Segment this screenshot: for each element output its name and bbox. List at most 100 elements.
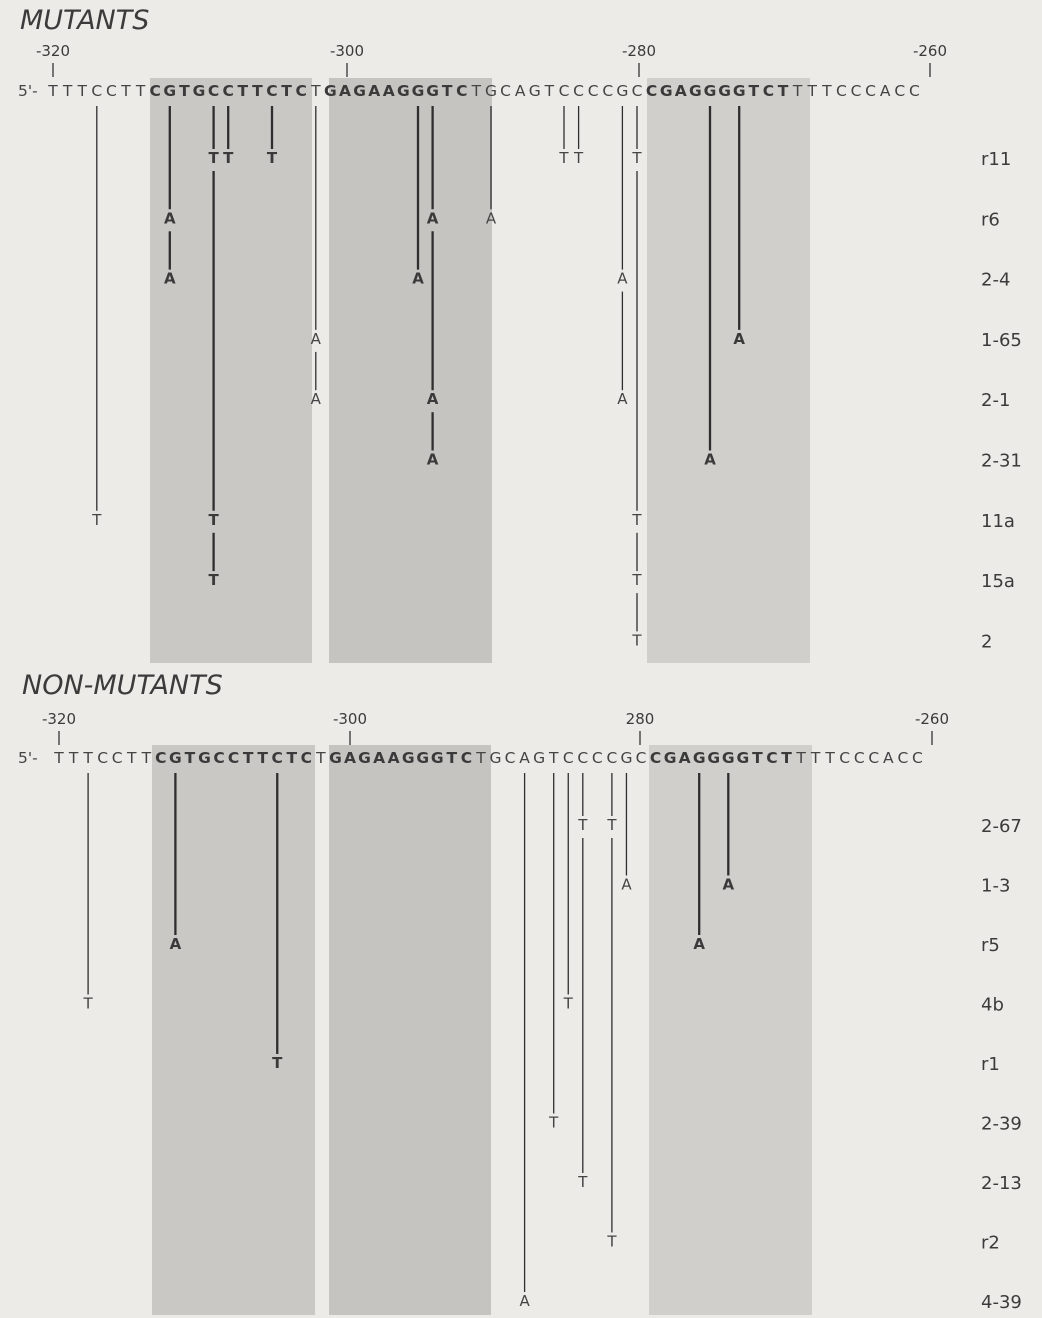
sequence-base: A bbox=[373, 749, 385, 767]
sequence-base: T bbox=[287, 749, 298, 767]
sequence-base: G bbox=[704, 82, 717, 100]
sequence-base: G bbox=[358, 749, 371, 767]
substitution-base: A bbox=[617, 270, 628, 288]
sequence-base: T bbox=[752, 749, 763, 767]
sequence-base: C bbox=[766, 749, 777, 767]
sequence-base: C bbox=[106, 82, 117, 100]
sequence-base: G bbox=[489, 749, 501, 767]
mutants-region-1 bbox=[150, 78, 312, 663]
substitution-base: T bbox=[208, 511, 219, 529]
row-label: r11 bbox=[981, 149, 1011, 170]
sequence-base: C bbox=[897, 749, 908, 767]
sequence-base: C bbox=[296, 82, 307, 100]
mutants-region-2 bbox=[329, 78, 492, 663]
substitution-base: A bbox=[722, 876, 734, 894]
sequence-base: G bbox=[616, 82, 628, 100]
sequence-base: T bbox=[243, 749, 254, 767]
sequence-base: C bbox=[505, 749, 516, 767]
sequence-base: G bbox=[722, 749, 735, 767]
sequence-base: G bbox=[736, 749, 749, 767]
sequence-base: G bbox=[529, 82, 541, 100]
sequence-base: T bbox=[53, 749, 64, 767]
sequence-base: T bbox=[792, 82, 803, 100]
substitution-base: T bbox=[272, 1054, 283, 1072]
substitution-base: A bbox=[311, 390, 322, 408]
row-label: r5 bbox=[981, 935, 1000, 956]
substitution-base: A bbox=[693, 935, 705, 953]
sequence-base: T bbox=[76, 82, 87, 100]
sequence-base: C bbox=[868, 749, 879, 767]
non-mutants-sequence-prefix: 5'- bbox=[18, 749, 38, 767]
sequence-base: T bbox=[179, 82, 190, 100]
sequence-base: A bbox=[368, 82, 380, 100]
sequence-base: A bbox=[883, 749, 894, 767]
sequence-base: C bbox=[228, 749, 239, 767]
sequence-base: C bbox=[112, 749, 123, 767]
sequence-base: C bbox=[223, 82, 234, 100]
row-label: 2-67 bbox=[981, 816, 1022, 837]
substitution-base: A bbox=[486, 209, 497, 227]
substitution-base: A bbox=[733, 330, 745, 348]
sequence-base: G bbox=[163, 82, 176, 100]
non-mutants-region-3 bbox=[649, 745, 812, 1315]
sequence-base: C bbox=[636, 749, 647, 767]
substitution-base: A bbox=[519, 1292, 530, 1310]
non-mutants-region-1 bbox=[152, 745, 315, 1315]
substitution-base: T bbox=[548, 1114, 559, 1132]
substitution-base: A bbox=[311, 330, 322, 348]
sequence-base: C bbox=[646, 82, 657, 100]
sequence-base: C bbox=[272, 749, 283, 767]
sequence-base: C bbox=[854, 749, 865, 767]
sequence-base: G bbox=[416, 749, 429, 767]
tick-label: -320 bbox=[36, 42, 70, 60]
substitution-base: A bbox=[164, 270, 176, 288]
sequence-base: C bbox=[602, 82, 613, 100]
mutants-shaded-regions bbox=[150, 78, 810, 663]
sequence-base: C bbox=[851, 82, 862, 100]
sequence-base: C bbox=[461, 749, 472, 767]
substitution-base: A bbox=[704, 451, 716, 469]
substitution-base: A bbox=[427, 451, 439, 469]
substitution-base: T bbox=[208, 149, 219, 167]
substitution-base: T bbox=[606, 816, 617, 834]
sequence-base: C bbox=[97, 749, 108, 767]
sequence-base: T bbox=[810, 749, 821, 767]
sequence-base: A bbox=[515, 82, 526, 100]
sequence-base: A bbox=[388, 749, 400, 767]
sequence-base: T bbox=[778, 82, 789, 100]
row-label: 2 bbox=[981, 631, 992, 652]
sequence-base: T bbox=[120, 82, 131, 100]
sequence-base: G bbox=[707, 749, 720, 767]
sequence-base: A bbox=[339, 82, 351, 100]
row-label: 1-65 bbox=[981, 330, 1022, 351]
sequence-base: T bbox=[315, 749, 326, 767]
substitution-base: A bbox=[621, 876, 632, 894]
sequence-base: G bbox=[718, 82, 731, 100]
sequence-base: T bbox=[442, 82, 453, 100]
sequence-base: C bbox=[588, 82, 599, 100]
sequence-base: T bbox=[544, 82, 555, 100]
sequence-base: C bbox=[91, 82, 102, 100]
sequence-base: G bbox=[733, 82, 746, 100]
sequence-base: T bbox=[821, 82, 832, 100]
sequence-base: C bbox=[632, 82, 643, 100]
substitution-base: T bbox=[606, 1233, 617, 1251]
row-label: r2 bbox=[981, 1233, 1000, 1254]
sequence-base: G bbox=[426, 82, 439, 100]
sequence-base: T bbox=[447, 749, 458, 767]
substitution-base: T bbox=[208, 571, 219, 589]
substitution-base: T bbox=[91, 511, 102, 529]
substitution-base: T bbox=[563, 995, 574, 1013]
sequence-base: T bbox=[824, 749, 835, 767]
substitution-base: T bbox=[631, 511, 642, 529]
sequence-base: T bbox=[475, 749, 486, 767]
sequence-base: G bbox=[169, 749, 182, 767]
sequence-base: C bbox=[894, 82, 905, 100]
sequence-base: A bbox=[519, 749, 530, 767]
sequence-base: T bbox=[135, 82, 146, 100]
